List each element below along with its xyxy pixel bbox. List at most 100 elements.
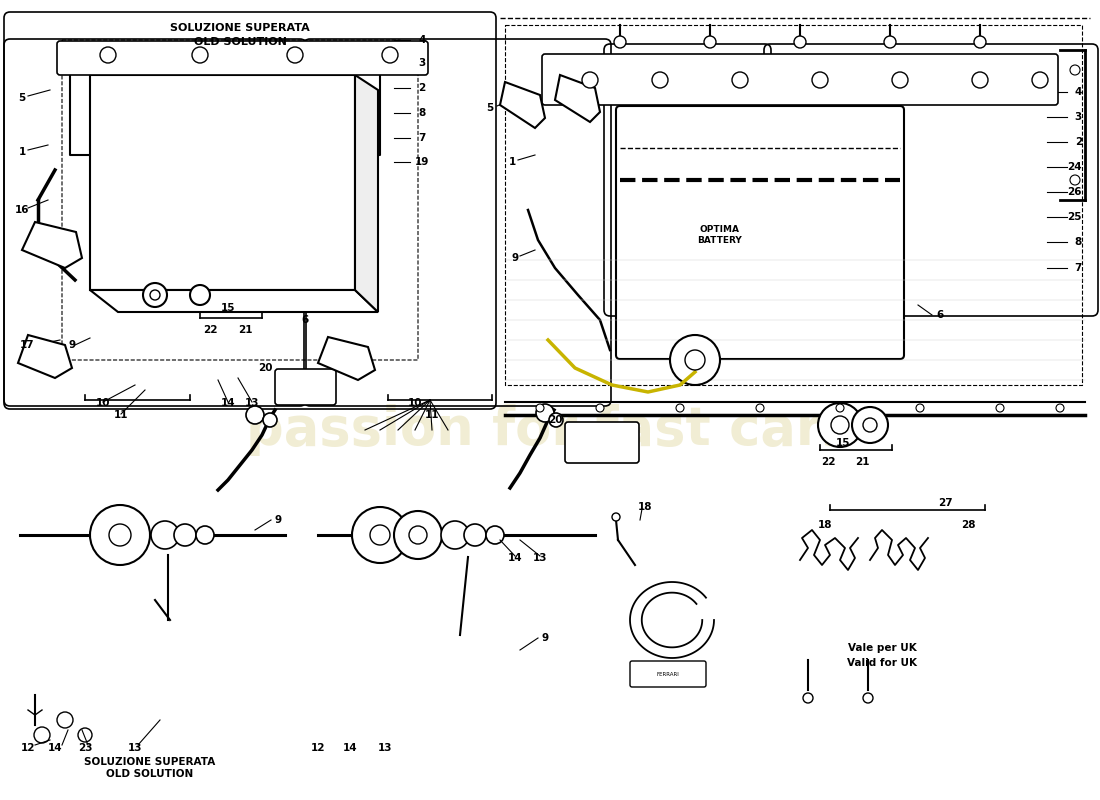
Circle shape: [150, 290, 160, 300]
Text: 20: 20: [257, 363, 273, 373]
FancyBboxPatch shape: [630, 661, 706, 687]
Text: 1: 1: [508, 157, 516, 167]
Circle shape: [794, 36, 806, 48]
Circle shape: [1032, 72, 1048, 88]
Text: 21: 21: [855, 457, 869, 467]
Circle shape: [100, 47, 116, 63]
Text: 9: 9: [274, 515, 282, 525]
Circle shape: [464, 524, 486, 546]
Text: 22: 22: [202, 325, 218, 335]
FancyBboxPatch shape: [616, 106, 904, 359]
Circle shape: [90, 505, 150, 565]
Text: 5: 5: [486, 103, 494, 113]
Text: SOLUZIONE SUPERATA: SOLUZIONE SUPERATA: [85, 757, 216, 767]
Text: 8: 8: [418, 108, 426, 118]
Circle shape: [1070, 175, 1080, 185]
Text: 6: 6: [936, 310, 944, 320]
Text: OLD SOLUTION: OLD SOLUTION: [194, 37, 286, 47]
Text: 13: 13: [377, 743, 393, 753]
Circle shape: [803, 693, 813, 703]
Text: 7: 7: [418, 133, 426, 143]
Text: 18: 18: [817, 520, 833, 530]
Circle shape: [549, 413, 563, 427]
Text: 14: 14: [343, 743, 358, 753]
Text: passion for fast cars: passion for fast cars: [246, 404, 854, 456]
Text: 15: 15: [221, 303, 235, 313]
Circle shape: [614, 36, 626, 48]
Text: FERRARI: FERRARI: [657, 671, 680, 677]
Circle shape: [151, 521, 179, 549]
Text: 15: 15: [836, 438, 850, 448]
Circle shape: [536, 404, 554, 422]
Text: 20: 20: [548, 415, 562, 425]
Circle shape: [670, 335, 720, 385]
Text: 4: 4: [418, 35, 426, 45]
Circle shape: [812, 72, 828, 88]
Text: 9: 9: [541, 633, 549, 643]
Circle shape: [263, 413, 277, 427]
Polygon shape: [18, 335, 72, 378]
Circle shape: [370, 525, 390, 545]
Circle shape: [536, 404, 544, 412]
Circle shape: [287, 47, 303, 63]
Text: 14: 14: [508, 553, 522, 563]
Circle shape: [57, 712, 73, 728]
Text: OPTIMA
BATTERY: OPTIMA BATTERY: [697, 226, 742, 245]
Circle shape: [382, 47, 398, 63]
Circle shape: [704, 36, 716, 48]
Text: 13: 13: [532, 553, 548, 563]
Text: SOLUZIONE SUPERATA: SOLUZIONE SUPERATA: [170, 23, 310, 33]
FancyBboxPatch shape: [565, 422, 639, 463]
Polygon shape: [355, 75, 378, 312]
Circle shape: [192, 47, 208, 63]
Circle shape: [1070, 65, 1080, 75]
Text: 13: 13: [244, 398, 260, 408]
Text: 5: 5: [19, 93, 25, 103]
Circle shape: [652, 72, 668, 88]
Text: 7: 7: [1075, 263, 1082, 273]
Text: 17: 17: [20, 340, 34, 350]
Text: 3: 3: [418, 58, 426, 68]
Circle shape: [756, 404, 764, 412]
Circle shape: [830, 416, 849, 434]
Polygon shape: [556, 75, 600, 122]
Circle shape: [1056, 404, 1064, 412]
Text: 25: 25: [1067, 212, 1082, 222]
FancyBboxPatch shape: [542, 54, 1058, 105]
Circle shape: [916, 404, 924, 412]
Circle shape: [864, 418, 877, 432]
Text: 18: 18: [638, 502, 652, 512]
Circle shape: [352, 507, 408, 563]
Circle shape: [884, 36, 896, 48]
Text: 3: 3: [1075, 112, 1082, 122]
Text: 16: 16: [14, 205, 30, 215]
Text: 8: 8: [1075, 237, 1082, 247]
Polygon shape: [318, 337, 375, 380]
Circle shape: [109, 524, 131, 546]
Circle shape: [143, 283, 167, 307]
Circle shape: [582, 72, 598, 88]
Circle shape: [78, 728, 92, 742]
Text: 13: 13: [128, 743, 142, 753]
Circle shape: [441, 521, 469, 549]
Circle shape: [818, 403, 862, 447]
Polygon shape: [22, 222, 82, 268]
Text: 2: 2: [418, 83, 426, 93]
Text: 11: 11: [113, 410, 129, 420]
Circle shape: [612, 513, 620, 521]
Circle shape: [996, 404, 1004, 412]
Text: OLD SOLUTION: OLD SOLUTION: [107, 769, 194, 779]
Circle shape: [394, 511, 442, 559]
Circle shape: [409, 526, 427, 544]
Text: 23: 23: [78, 743, 92, 753]
Circle shape: [685, 350, 705, 370]
Circle shape: [246, 406, 264, 424]
Circle shape: [34, 727, 50, 743]
Text: 27: 27: [937, 498, 953, 508]
Text: Valid for UK: Valid for UK: [847, 658, 917, 668]
Text: 12: 12: [310, 743, 326, 753]
Circle shape: [974, 36, 986, 48]
Text: 2: 2: [1075, 137, 1082, 147]
Text: Vale per UK: Vale per UK: [848, 643, 916, 653]
Text: 11: 11: [425, 410, 439, 420]
